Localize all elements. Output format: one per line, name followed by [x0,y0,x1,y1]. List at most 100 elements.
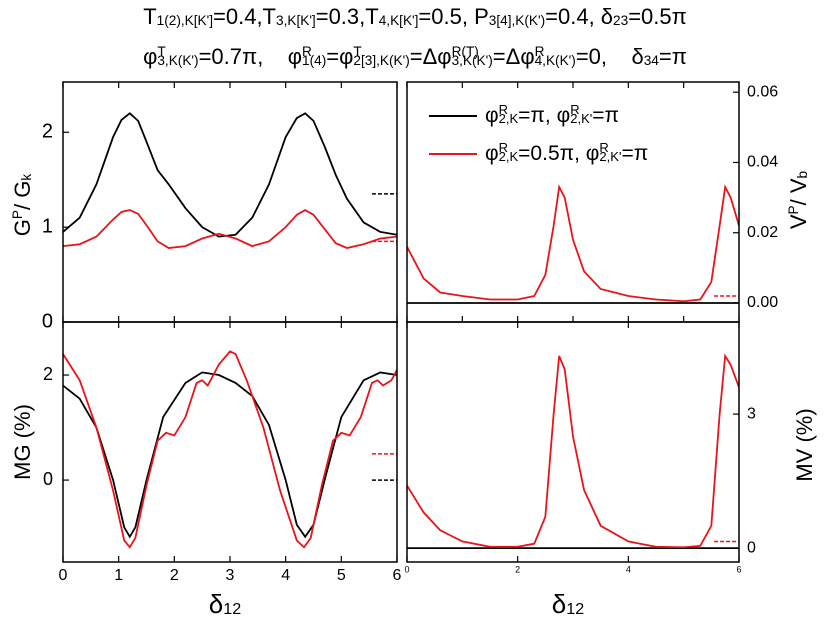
text-part: MV (%) [792,408,817,481]
text-part: T [157,44,166,59]
text-part: R [535,44,545,59]
x-tick-label: 4 [626,564,631,574]
text-part: φ [485,104,499,127]
text-part: 23 [613,13,628,28]
x-axis-label: δ12 [209,589,241,619]
text-part: R(T) [452,44,479,59]
y-tick-label: 2 [42,121,53,143]
text-part: 12 [223,600,241,618]
text-part: =π [621,142,648,165]
text-part: R [499,140,508,155]
text-part: =π [659,44,687,69]
x-tick-label: 2 [170,567,179,584]
text-part: δ [552,589,566,619]
text-part: =0.3,T [316,4,379,29]
x-tick-label: 2 [515,564,520,574]
x-tick-label: 4 [281,567,290,584]
text-part: 2,K' [599,149,621,164]
frame [406,321,740,563]
text-part: 2,K' [570,111,592,126]
text-part: R [599,140,608,155]
y-tick-label: 3 [747,405,756,422]
y-axis-label: VP/ Vb [786,171,811,229]
text-part: 2,K [499,111,519,126]
frame [62,81,398,323]
text-part: 2,K [499,149,519,164]
text-part: 34 [644,53,660,68]
panel: 0 2 4 603 MV (%)δ12 [404,321,817,619]
title-line: φT 3,K(K')=0.7π, φR 1(4)=φT 2[3],K(K')=ΔφR(… [143,44,687,69]
text-part: =0.4, δ [545,4,613,29]
x-tick-label: 5 [337,567,346,584]
plot-area [407,184,739,304]
panel: 0 1 2 GP/ Gk [10,81,398,332]
text-part: R [302,44,312,59]
text-part: 1(2),K[K'] [157,13,213,28]
text-part: 3,K(K') [452,53,493,68]
legend-label: φR 2,K=0.5π, φR 2,K'=π [485,140,648,164]
text-part: T [143,4,156,29]
text-part: =0.4,T [213,4,276,29]
text-part: P [10,210,25,219]
title-line: T1(2),K[K']=0.4,T3,K[K']=0.3,T4,K[K']=0.… [143,4,687,29]
text-part: =Δφ [410,44,452,69]
text-part: P [786,205,801,214]
text-part: =Δφ [493,44,535,69]
text-part: / G [10,181,35,210]
y-tick-label: 0.02 [747,224,778,241]
text-part: R [570,102,579,117]
plot-area [407,353,739,550]
x-tick-label: 3 [226,567,235,584]
text-part: 2[3],K(K') [353,53,409,68]
y-tick-label: 0 [747,539,756,556]
text-part: b [795,171,810,179]
y-tick-label: 2 [43,364,53,384]
y-tick-label: 0.04 [747,154,778,171]
text-part: 4,K[K'] [379,13,419,28]
text-part: =π, φ [518,104,570,127]
text-part: 1(4) [302,53,326,68]
x-tick-label: 0 [59,567,68,584]
curve [63,350,397,549]
text-part: =0, δ [576,44,644,69]
text-part: =0.5π, φ [518,142,599,165]
text-part: 12 [566,600,584,618]
text-part: =π [592,104,619,127]
x-tick-label: 0 [404,564,409,574]
curve [63,209,397,249]
y-tick-label: 0 [42,310,53,332]
curve [63,371,397,539]
y-axis-label: MG (%) [10,404,35,480]
text-part: =0.7π, φ [199,44,302,69]
y-axis-label: MV (%) [792,408,817,481]
curve [407,353,739,549]
text-part: V [786,214,811,229]
y-tick-label: 0.06 [747,83,778,100]
text-part: φ [143,44,157,69]
curve [407,184,739,303]
text-part: / V [786,178,811,205]
text-part: =φ [326,44,353,69]
y-tick-label: 0.00 [747,294,778,311]
frame [62,321,398,563]
text-part: k [19,174,34,181]
text-part: =0.5, P [418,4,488,29]
text-part: =0.5π [628,4,687,29]
x-tick-label: 6 [393,567,402,584]
y-tick-label: 1 [42,215,53,237]
text-part: φ [485,142,499,165]
text-part: 3,K[K'] [276,13,316,28]
y-axis-label: GP/ Gk [10,174,35,237]
legend-label: φR 2,K=π, φR 2,K'=π [485,102,619,126]
text-part: 3[4],K(K') [489,13,545,28]
text-part: T [353,44,362,59]
x-tick-label: 1 [114,567,123,584]
text-part: 4,K(K') [535,53,576,68]
y-tick-label: 0 [43,469,53,489]
text-part: δ [209,589,223,619]
x-axis-label: δ12 [552,589,584,619]
text-part: 3,K(K') [157,53,198,68]
